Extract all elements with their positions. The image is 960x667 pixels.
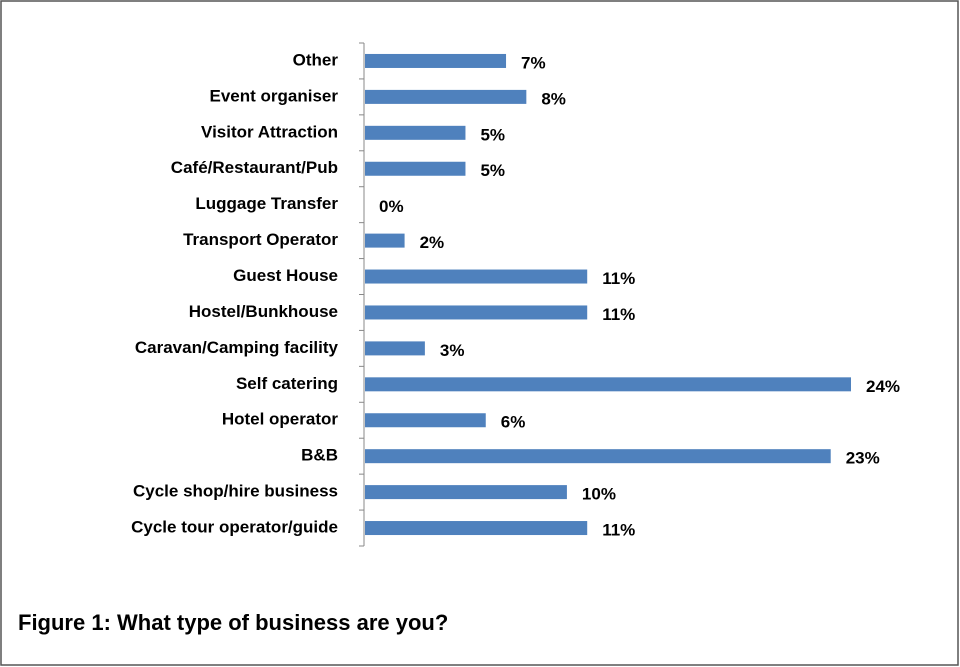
category-label: Hostel/Bunkhouse xyxy=(189,302,338,321)
category-label: Other xyxy=(293,50,339,69)
value-label: 5% xyxy=(480,125,505,144)
bar xyxy=(365,125,466,140)
bar xyxy=(365,413,486,428)
category-label: Transport Operator xyxy=(183,230,338,249)
value-label: 3% xyxy=(440,341,465,360)
value-label: 0% xyxy=(379,197,404,216)
category-label: Event organiser xyxy=(210,86,339,105)
value-label: 11% xyxy=(602,269,635,288)
bar xyxy=(365,53,507,68)
category-label: Cycle shop/hire business xyxy=(133,482,338,501)
value-label: 24% xyxy=(866,377,900,396)
value-label: 7% xyxy=(521,53,546,72)
value-label: 5% xyxy=(480,161,505,180)
chart-title: Figure 1: What type of business are you? xyxy=(18,610,448,635)
value-label: 2% xyxy=(420,233,445,252)
value-label: 11% xyxy=(602,521,635,540)
bar xyxy=(365,305,588,320)
category-label: Luggage Transfer xyxy=(195,194,338,213)
category-label: Café/Restaurant/Pub xyxy=(171,158,338,177)
value-label: 8% xyxy=(541,89,566,108)
bar xyxy=(365,449,831,464)
bar xyxy=(365,233,405,248)
bar xyxy=(365,161,466,176)
category-label: Cycle tour operator/guide xyxy=(131,518,338,537)
category-label: Self catering xyxy=(236,374,338,393)
value-label: 23% xyxy=(846,449,880,468)
category-label: B&B xyxy=(301,446,338,465)
bar xyxy=(365,269,588,284)
bar xyxy=(365,521,588,536)
value-label: 6% xyxy=(501,413,526,432)
bar xyxy=(365,341,425,356)
category-label: Caravan/Camping facility xyxy=(135,338,339,357)
value-label: 10% xyxy=(582,485,616,504)
bar xyxy=(365,377,851,392)
category-label: Visitor Attraction xyxy=(201,122,338,141)
category-label: Hotel operator xyxy=(222,410,339,429)
category-label: Guest House xyxy=(233,266,338,285)
bar xyxy=(365,485,567,500)
bar xyxy=(365,89,527,104)
value-label: 11% xyxy=(602,305,635,324)
